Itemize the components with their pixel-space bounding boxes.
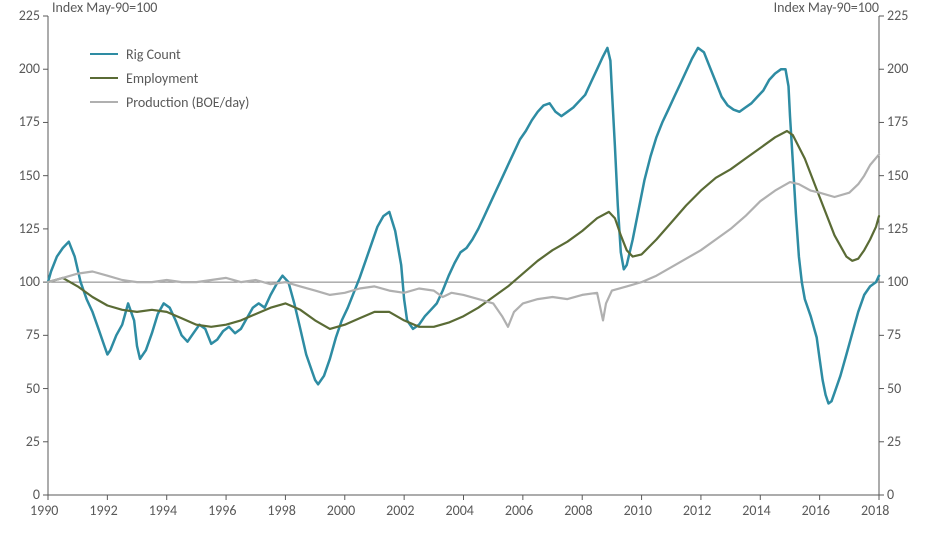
y-tick: 0 xyxy=(33,486,40,503)
x-tick: 2002 xyxy=(386,502,414,519)
y-tick: 200 xyxy=(887,60,908,77)
left-axis-title: Index May-90=100 xyxy=(52,0,157,16)
y-tick: 225 xyxy=(887,7,908,24)
x-tick: 2012 xyxy=(683,502,711,519)
line-chart: Index May-90=100 Index May-90=100 0 25 50 7… xyxy=(0,0,927,535)
y-tick: 125 xyxy=(887,220,908,237)
legend-item: Employment xyxy=(90,69,249,87)
x-tick: 2018 xyxy=(861,502,889,519)
x-tick: 1990 xyxy=(30,502,58,519)
y-tick: 100 xyxy=(19,273,40,290)
y-tick: 150 xyxy=(887,167,908,184)
x-tick: 1994 xyxy=(149,502,177,519)
right-axis-title: Index May-90=100 xyxy=(774,0,879,16)
x-tick: 2004 xyxy=(446,502,474,519)
x-tick: 2000 xyxy=(327,502,355,519)
legend-swatch xyxy=(90,77,118,79)
y-tick: 150 xyxy=(19,167,40,184)
y-tick: 50 xyxy=(26,380,40,397)
series-production-boe-day- xyxy=(48,154,879,326)
y-tick: 75 xyxy=(26,326,40,343)
legend-swatch xyxy=(90,53,118,55)
x-tick: 2014 xyxy=(742,502,770,519)
x-tick: 1996 xyxy=(208,502,236,519)
y-tick: 25 xyxy=(887,433,901,450)
y-tick: 175 xyxy=(887,113,908,130)
y-tick: 175 xyxy=(19,113,40,130)
y-tick: 50 xyxy=(887,380,901,397)
legend-item: Rig Count xyxy=(90,45,249,63)
legend-item: Production (BOE/day) xyxy=(90,93,249,111)
y-tick: 225 xyxy=(19,7,40,24)
x-tick: 1992 xyxy=(89,502,117,519)
y-tick: 75 xyxy=(887,326,901,343)
x-tick: 2008 xyxy=(564,502,592,519)
legend: Rig Count Employment Production (BOE/day) xyxy=(90,45,249,117)
x-tick: 1998 xyxy=(267,502,295,519)
x-tick: 2016 xyxy=(802,502,830,519)
y-tick: 125 xyxy=(19,220,40,237)
y-tick: 25 xyxy=(26,433,40,450)
legend-swatch xyxy=(90,101,118,103)
legend-label: Employment xyxy=(126,70,198,87)
y-tick: 100 xyxy=(887,273,908,290)
y-tick: 0 xyxy=(887,486,894,503)
series-employment xyxy=(48,131,879,329)
legend-label: Rig Count xyxy=(126,46,181,63)
y-tick: 200 xyxy=(19,60,40,77)
legend-label: Production (BOE/day) xyxy=(126,94,249,111)
x-tick: 2006 xyxy=(505,502,533,519)
x-tick: 2010 xyxy=(624,502,652,519)
